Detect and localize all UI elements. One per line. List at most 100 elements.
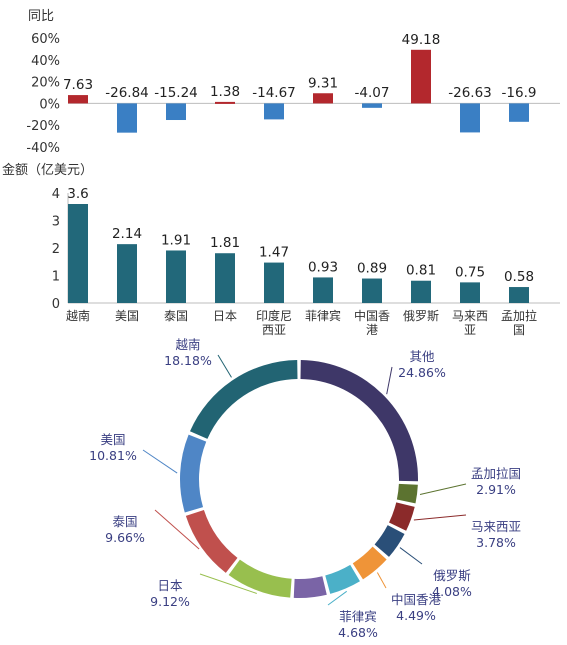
category-label: 中国香港 xyxy=(354,308,390,337)
donut-category-label: 马来西亚 xyxy=(471,519,521,534)
donut-percent-label: 4.49% xyxy=(396,608,436,623)
donut-slice xyxy=(180,434,207,513)
donut-category-label: 越南 xyxy=(175,337,200,352)
donut-leader-line xyxy=(419,483,467,495)
yoy-value-label: 7.63 xyxy=(63,77,93,93)
amount-y-tick: 0 xyxy=(52,297,60,312)
amount-value-label: 0.89 xyxy=(357,261,387,277)
donut-slice xyxy=(352,546,387,580)
donut-category-label: 其他 xyxy=(409,349,435,364)
yoy-bar xyxy=(166,103,186,121)
category-label: 泰国 xyxy=(164,309,188,323)
amount-bar xyxy=(509,287,529,303)
amount-y-tick: 3 xyxy=(52,215,60,230)
amount-bar xyxy=(117,244,137,303)
yoy-y-tick: -20% xyxy=(26,119,60,134)
donut-category-label: 美国 xyxy=(100,432,125,447)
category-label: 俄罗斯 xyxy=(403,309,439,323)
category-label: 印度尼西亚 xyxy=(256,308,292,337)
category-label-line: 菲律宾 xyxy=(305,308,341,323)
donut-percent-label: 18.18% xyxy=(164,353,212,368)
donut-leader-line xyxy=(142,449,178,474)
donut-percent-label: 9.12% xyxy=(150,594,190,609)
amount-bar xyxy=(215,253,235,303)
amount-bar xyxy=(411,280,431,303)
category-label-line: 日本 xyxy=(213,309,237,323)
category-label: 马来西亚 xyxy=(452,309,488,337)
donut-category-label: 日本 xyxy=(157,578,183,593)
donut-slice xyxy=(189,360,298,439)
category-label-line: 西亚 xyxy=(262,323,286,337)
yoy-bar xyxy=(460,103,480,133)
amount-value-label: 1.81 xyxy=(210,235,240,251)
category-label-line: 港 xyxy=(366,323,378,337)
category-label-line: 泰国 xyxy=(164,309,188,323)
donut-leader-line xyxy=(199,573,257,594)
donut-leader-line xyxy=(154,509,200,550)
category-label: 越南 xyxy=(66,308,90,323)
donut-category-label: 菲律宾 xyxy=(339,609,377,624)
yoy-bar xyxy=(117,103,137,133)
category-label-line: 印度尼 xyxy=(256,308,292,323)
donut-leader-line xyxy=(376,572,387,589)
amount-bar xyxy=(313,277,333,303)
amount-bar xyxy=(460,282,480,303)
donut-category-label: 孟加拉国 xyxy=(471,466,521,481)
share-donut-chart: 其他24.86%孟加拉国2.91%马来西亚3.78%俄罗斯4.08%中国香港4.… xyxy=(89,337,521,640)
amount-value-label: 0.58 xyxy=(504,269,534,285)
donut-percent-label: 4.68% xyxy=(338,625,378,640)
donut-leader-line xyxy=(386,366,393,395)
donut-percent-label: 9.66% xyxy=(105,530,145,545)
amount-y-tick: 2 xyxy=(52,242,60,257)
yoy-y-tick: 20% xyxy=(31,76,60,91)
donut-leader-line xyxy=(399,547,423,565)
yoy-y-tick: 40% xyxy=(31,54,60,69)
amount-bar xyxy=(166,250,186,303)
donut-slice xyxy=(389,502,415,531)
amount-bar-chart: 金额（亿美元） 4 3 2 1 0 3.6 越南 2.14 美国 1.91 泰国 1.81 日本 1.47… xyxy=(2,162,560,337)
amount-value-label: 1.47 xyxy=(259,245,289,261)
donut-slice xyxy=(293,576,327,598)
category-label-line: 越南 xyxy=(66,308,90,323)
donut-leader-line xyxy=(413,514,467,521)
yoy-bar xyxy=(509,103,529,122)
yoy-value-label: 49.18 xyxy=(402,32,441,48)
amount-value-label: 0.75 xyxy=(455,264,485,280)
yoy-value-label: -14.67 xyxy=(252,85,296,101)
donut-percent-label: 4.08% xyxy=(432,584,472,599)
category-label: 美国 xyxy=(115,309,139,323)
yoy-y-tick: -40% xyxy=(26,141,60,156)
amount-value-label: 0.93 xyxy=(308,259,338,275)
amount-bar xyxy=(362,278,382,303)
yoy-y-tick: 60% xyxy=(31,32,60,47)
amount-y-tick: 4 xyxy=(52,187,60,202)
category-label: 日本 xyxy=(213,309,237,323)
yoy-bar xyxy=(68,95,88,104)
amount-bar xyxy=(264,262,284,303)
yoy-y-tick: 0% xyxy=(39,97,60,112)
amount-value-label: 3.6 xyxy=(67,186,88,202)
donut-percent-label: 10.81% xyxy=(89,448,137,463)
donut-slice xyxy=(325,564,360,594)
category-label-line: 亚 xyxy=(464,323,476,337)
amount-value-label: 0.81 xyxy=(406,263,436,279)
amount-axis-title: 金额（亿美元） xyxy=(2,162,93,178)
amount-value-label: 1.91 xyxy=(161,232,191,248)
donut-category-label: 俄罗斯 xyxy=(433,568,471,583)
yoy-bar xyxy=(411,49,431,104)
donut-category-label: 泰国 xyxy=(112,514,137,529)
category-label-line: 国 xyxy=(513,323,525,337)
donut-percent-label: 24.86% xyxy=(398,365,446,380)
yoy-value-label: 9.31 xyxy=(308,75,338,91)
yoy-value-label: -16.9 xyxy=(502,85,537,101)
donut-slice xyxy=(396,483,418,504)
yoy-value-label: -4.07 xyxy=(355,85,390,101)
yoy-value-label: -26.63 xyxy=(448,85,492,101)
yoy-bar xyxy=(264,103,284,120)
yoy-axis-title: 同比 xyxy=(28,9,54,24)
category-label-line: 美国 xyxy=(115,309,139,323)
donut-slice xyxy=(228,559,292,598)
donut-percent-label: 3.78% xyxy=(476,535,516,550)
yoy-value-label: 1.38 xyxy=(210,84,240,100)
